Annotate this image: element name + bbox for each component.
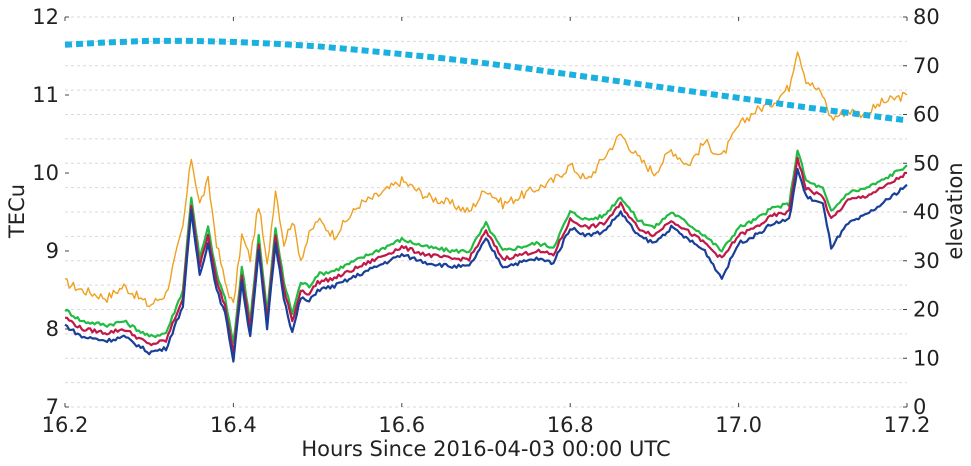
x-tick-label: 16.8 (547, 413, 594, 437)
y-right-tick-label: 50 (913, 151, 940, 175)
y-left-tick-label: 12 (32, 5, 59, 29)
y-right-tick-label: 80 (913, 5, 940, 29)
series-layer (64, 37, 908, 363)
y-left-axis-title: TECu (5, 184, 29, 239)
x-tick-label: 17.0 (715, 413, 762, 437)
tec-series-green (64, 149, 908, 344)
y-right-tick-label: 0 (913, 395, 926, 419)
x-tick-label: 16.2 (42, 413, 89, 437)
x-tick-label: 17.2 (884, 413, 931, 437)
y-right-tick-label: 10 (913, 346, 940, 370)
y-left-tick-label: 8 (46, 317, 59, 341)
y-right-tick-label: 70 (913, 54, 940, 78)
elevation-series (64, 37, 908, 124)
y-left-tick-label: 11 (32, 83, 59, 107)
tec-series-crimson (65, 156, 908, 356)
y-right-axis-title: elevation (943, 162, 967, 259)
x-tick-label: 16.4 (210, 413, 257, 437)
y-right-tick-label: 40 (913, 200, 940, 224)
tec-series-blue (64, 167, 908, 363)
y-right-tick-label: 20 (913, 298, 940, 322)
y-left-tick-label: 9 (46, 239, 59, 263)
axes: 16.2 16.4 16.6 16.8 17.0 17.2 7 8 9 10 11 12 0 10 20 30… (32, 5, 939, 437)
y-left-tick-label: 7 (46, 395, 59, 419)
y-right-tick-label: 30 (913, 249, 940, 273)
x-axis-title: Hours Since 2016-04-03 00:00 UTC (301, 437, 670, 461)
y-right-tick-label: 60 (913, 103, 940, 127)
y-left-tick-label: 10 (32, 161, 59, 185)
x-tick-label: 16.6 (378, 413, 425, 437)
